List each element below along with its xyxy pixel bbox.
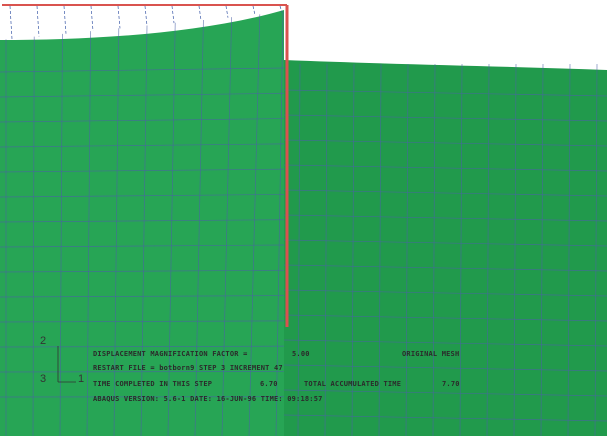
- original-mesh-dashed-line: [9, 5, 13, 40]
- mesh-grid-line: [324, 63, 328, 436]
- mesh-grid-line: [275, 11, 284, 436]
- mesh-grid-line: [0, 269, 285, 273]
- mesh-grid-line: [0, 118, 285, 123]
- mesh-grid-line: [540, 63, 544, 436]
- original-mesh-dashed-line: [279, 5, 283, 13]
- original-mesh-dashed-line: [144, 5, 148, 26]
- mesh-grid-line: [297, 63, 301, 436]
- mesh-grid-line: [0, 371, 285, 373]
- mesh-grid-line: [283, 139, 607, 147]
- mesh-grid-line: [0, 345, 285, 348]
- mesh-grid-line: [0, 92, 285, 98]
- version-line: ABAQUS VERSION: 5.6-1 DATE: 16-JUN-96 TI…: [93, 395, 323, 403]
- original-mesh-dashed-lines: [9, 5, 283, 40]
- mesh-grid-line: [0, 244, 285, 248]
- triad-label-2: 2: [40, 335, 46, 347]
- mesh-grid-line: [283, 89, 607, 97]
- mesh-grid-line: [0, 295, 285, 298]
- mesh-grid-lines: [0, 11, 607, 436]
- mesh-grid-line: [432, 63, 436, 436]
- original-mesh-dashed-line: [63, 5, 67, 34]
- original-mesh-dashed-line: [117, 5, 121, 29]
- mesh-grid-line: [248, 14, 261, 436]
- mesh-grid-line: [283, 389, 607, 397]
- mesh-grid-line: [283, 414, 607, 422]
- mesh-grid-line: [405, 63, 409, 436]
- mesh-grid-line: [459, 63, 463, 436]
- mesh-grid-line: [486, 63, 490, 436]
- mesh-grid-line: [0, 219, 285, 223]
- time-step-label: TIME COMPLETED IN THIS STEP: [93, 380, 212, 388]
- mesh-grid-line: [283, 214, 607, 222]
- mesh-grid-line: [283, 314, 607, 322]
- mesh-grid-line: [283, 239, 607, 247]
- mesh-grid-line: [167, 22, 176, 436]
- original-mesh-dashed-line: [252, 5, 256, 16]
- mesh-grid-line: [594, 63, 598, 436]
- mesh-grid-line: [59, 33, 63, 436]
- original-mesh-dashed-line: [36, 5, 40, 37]
- original-mesh-dashed-line: [171, 5, 175, 24]
- mesh-grid-line: [283, 289, 607, 297]
- mesh-grid-line: [283, 164, 607, 172]
- total-time-label: TOTAL ACCUMULATED TIME: [304, 380, 401, 388]
- mesh-grid-line: [283, 339, 607, 347]
- original-mesh-label: ORIGINAL MESH: [402, 350, 459, 358]
- mesh-grid-line: [283, 364, 607, 372]
- mesh-grid-line: [283, 114, 607, 122]
- deformed-mesh: [0, 10, 607, 436]
- original-mesh-outline: [2, 4, 289, 327]
- original-mesh-dashed-line: [90, 5, 94, 32]
- total-time-value: 7.70: [442, 380, 460, 388]
- original-mesh-dashed-line: [225, 5, 229, 18]
- mesh-grid-line: [194, 19, 204, 436]
- mesh-grid-line: [0, 194, 285, 198]
- mesh-grid-line: [221, 17, 232, 436]
- mesh-grid-line: [283, 189, 607, 197]
- triad-label-1: 1: [78, 373, 84, 385]
- mesh-grid-line: [113, 28, 120, 436]
- mesh-grid-line: [0, 67, 285, 73]
- mesh-grid-line: [86, 31, 91, 436]
- triad-label-3: 3: [40, 373, 46, 385]
- magnification-value: 5.00: [292, 350, 310, 358]
- mesh-grid-line: [0, 320, 285, 323]
- mesh-grid-line: [567, 63, 571, 436]
- mesh-right-block: [284, 60, 607, 436]
- mesh-left-block: [0, 10, 284, 436]
- coordinate-triad: 2 3 1: [40, 335, 84, 385]
- mesh-grid-line: [140, 25, 148, 436]
- mesh-grid-line: [32, 36, 35, 436]
- time-step-value: 6.70: [260, 380, 278, 388]
- mesh-grid-line: [0, 143, 285, 148]
- mesh-grid-line: [283, 264, 607, 272]
- info-block: DISPLACEMENT MAGNIFICATION FACTOR = 5.00…: [93, 350, 460, 403]
- mesh-grid-line: [351, 63, 355, 436]
- restart-file-line: RESTART FILE = botborn9 STEP 3 INCREMENT…: [93, 364, 283, 372]
- mesh-grid-line: [0, 168, 285, 173]
- mesh-grid-line: [378, 63, 382, 436]
- mesh-grid-line: [513, 63, 517, 436]
- magnification-label: DISPLACEMENT MAGNIFICATION FACTOR =: [93, 350, 248, 358]
- original-mesh-dashed-line: [198, 5, 202, 21]
